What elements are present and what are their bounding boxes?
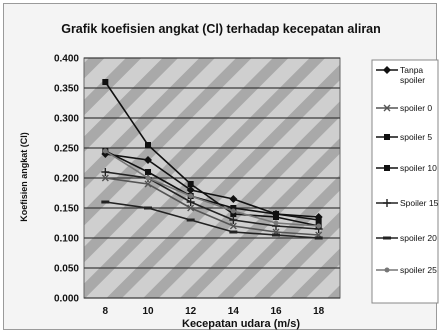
y-tick-label: 0.250 (54, 144, 79, 155)
legend-entry: spoiler 5 (376, 132, 432, 142)
legend-entry: spoiler 20 (376, 233, 437, 243)
data-point (273, 220, 279, 226)
data-point (144, 206, 152, 210)
data-point (187, 204, 195, 212)
series-line (105, 171, 319, 230)
data-point (145, 169, 151, 175)
data-point (187, 181, 194, 187)
data-point (384, 134, 390, 140)
legend-label: Tanpa (400, 65, 423, 75)
data-point (144, 156, 152, 164)
data-point (230, 208, 236, 214)
legend-entry: Spoiler 15 (376, 198, 439, 208)
legend-entry: spoiler 0 (376, 103, 432, 113)
data-point (186, 198, 195, 206)
x-tick-label: 18 (313, 306, 325, 317)
x-tick-label: 8 (103, 306, 109, 317)
x-tick-labels: 8 10 12 14 16 18 (103, 306, 325, 317)
data-point (229, 195, 238, 203)
legend-box (371, 59, 439, 304)
data-point (230, 205, 237, 211)
y-tick-label: 0.300 (54, 114, 79, 125)
data-point (145, 175, 151, 181)
series-line (105, 177, 319, 236)
data-point (314, 236, 323, 240)
data-point (101, 174, 109, 182)
data-point (316, 223, 322, 229)
data-point (101, 200, 110, 204)
legend-entry: spoiler 25 (376, 265, 437, 275)
data-point (383, 66, 391, 74)
chart-title: Grafik koefisien angkat (Cl) terhadap ke… (61, 22, 381, 36)
y-tick-labels: 0.000 0.050 0.100 0.150 0.200 0.250 0.300 0.350… (54, 54, 79, 305)
series-group (101, 79, 323, 240)
legend-label: spoiler 0 (400, 103, 432, 113)
y-tick-label: 0.400 (54, 54, 79, 65)
data-point (272, 233, 280, 237)
x-axis-label: Kecepatan udara (m/s) (182, 318, 300, 330)
x-tick-label: 16 (270, 306, 282, 317)
series-spoiler-20 (101, 200, 323, 240)
series-line (104, 81, 319, 227)
data-point (186, 218, 195, 222)
data-point (273, 214, 279, 220)
data-point (186, 186, 195, 194)
series-line (104, 150, 319, 227)
legend-label: spoiler 20 (400, 233, 437, 243)
data-point (229, 230, 238, 234)
legend-label: spoiler (400, 75, 425, 85)
data-point (384, 267, 390, 273)
legend-label: spoiler 5 (400, 132, 432, 142)
y-tick-label: 0.050 (54, 264, 79, 275)
data-point (315, 217, 322, 223)
grid-lines (84, 57, 340, 299)
data-point (383, 236, 391, 240)
data-point (383, 104, 391, 112)
data-point (230, 211, 237, 217)
legend-entry: spoiler 10 (376, 163, 437, 173)
data-point (229, 222, 237, 230)
y-tick-label: 0.000 (54, 294, 79, 305)
y-tick-label: 0.150 (54, 204, 79, 215)
x-tick-label: 12 (185, 306, 197, 317)
data-point (102, 79, 109, 85)
series-line (104, 150, 319, 221)
y-tick-label: 0.100 (54, 234, 79, 245)
x-tick-label: 10 (142, 306, 154, 317)
legend-label: Spoiler 15 (400, 198, 439, 208)
legend-label: spoiler 25 (400, 265, 437, 275)
legend-label: spoiler 10 (400, 163, 437, 173)
y-tick-label: 0.350 (54, 84, 79, 95)
data-point (383, 199, 391, 207)
y-tick-label: 0.200 (54, 174, 79, 185)
data-point (102, 148, 108, 154)
data-point (144, 180, 152, 188)
data-point (101, 168, 110, 176)
series-spoiler-25 (102, 148, 322, 229)
data-point (145, 142, 151, 148)
data-point (384, 165, 390, 171)
data-point (229, 216, 238, 224)
x-tick-label: 14 (228, 306, 240, 317)
data-point (188, 193, 194, 199)
series-line (105, 201, 319, 239)
